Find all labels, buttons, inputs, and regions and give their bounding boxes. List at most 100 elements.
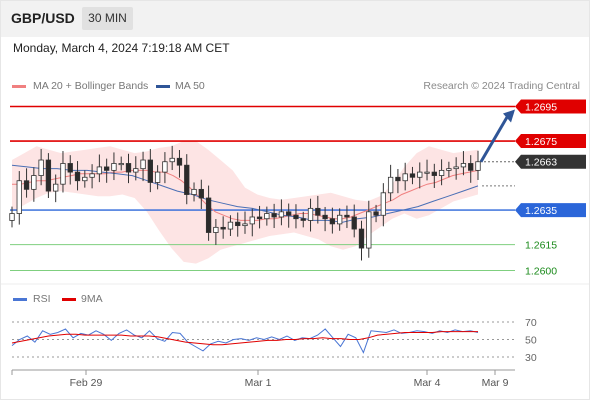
candle-body	[227, 221, 234, 230]
candle-body	[307, 207, 314, 221]
candle-body	[424, 171, 430, 174]
rsi-legend-label: RSI	[33, 293, 51, 305]
candle-body	[380, 192, 387, 216]
rsi-tick-label-70: 70	[525, 317, 537, 329]
candle-body	[329, 218, 336, 225]
candle-body	[264, 213, 270, 220]
candle-body	[176, 157, 183, 166]
candle-body	[184, 164, 190, 195]
candle-body	[409, 173, 416, 178]
x-tick-label: Mar 1	[245, 377, 272, 389]
candle-body	[293, 214, 299, 220]
candle-body	[67, 163, 73, 173]
candle-body	[74, 171, 81, 182]
candle-body	[300, 218, 306, 221]
candle-body	[96, 166, 103, 175]
candle-body	[169, 157, 175, 163]
candle-body	[205, 197, 212, 233]
rsi-legend-swatch	[13, 298, 27, 301]
candle-body	[446, 168, 452, 171]
bollinger-band-area	[12, 141, 478, 264]
level-label-1.2663: 1.2663	[525, 157, 557, 169]
candle-body	[344, 214, 350, 218]
candle-body	[402, 173, 408, 182]
level-tag-1.2695	[515, 99, 586, 114]
rsi-tick-label-50: 50	[525, 335, 537, 347]
candle-body	[438, 169, 445, 176]
candle-body	[417, 171, 423, 178]
rsi-ma9-line	[11, 331, 478, 346]
candle-body	[191, 188, 197, 195]
level-tag-1.2635	[515, 203, 586, 218]
candle-body	[431, 171, 437, 176]
candle-body	[351, 216, 357, 230]
candle-body	[460, 163, 467, 168]
candle-body	[387, 176, 394, 194]
candle-body	[133, 168, 139, 173]
candle-body	[366, 211, 372, 249]
candle-body	[373, 211, 379, 216]
x-tick-label: Mar 4	[414, 377, 441, 389]
candle-body	[60, 163, 66, 185]
x-tick-label: Mar 9	[482, 377, 509, 389]
candle-body	[23, 180, 30, 190]
ma9-legend-swatch	[62, 298, 76, 301]
ma20-legend-swatch	[12, 85, 26, 88]
level-label-1.2600: 1.2600	[525, 266, 557, 278]
candle-body	[286, 211, 292, 216]
candle-body	[103, 166, 110, 171]
candle-body	[89, 173, 95, 178]
candle-body	[213, 226, 219, 233]
candle-body	[16, 180, 22, 214]
level-label-1.2635: 1.2635	[525, 205, 557, 217]
ma20-legend-label: MA 20 + Bollinger Bands	[33, 80, 149, 92]
candle-body	[125, 163, 132, 173]
x-tick-label: Feb 29	[70, 377, 103, 389]
candle-body	[468, 163, 474, 171]
ma9-legend-label: 9MA	[81, 293, 103, 305]
candle-body	[82, 176, 88, 182]
candle-body	[220, 226, 226, 230]
candle-body	[162, 161, 168, 173]
ma50-line	[11, 164, 479, 223]
candle-body	[315, 207, 321, 216]
rsi-tick-label-30: 30	[525, 352, 537, 364]
candle-body	[278, 211, 285, 218]
level-label-1.2615: 1.2615	[525, 240, 557, 252]
header-bar: GBP/USD 30 MIN	[0, 0, 590, 37]
candle-body	[242, 223, 248, 227]
candle-body	[31, 175, 37, 190]
candle-body	[256, 216, 263, 220]
candle-body	[395, 176, 401, 182]
candle-body	[475, 161, 481, 171]
candle-body	[198, 188, 204, 199]
timeframe-button[interactable]: 30 MIN	[82, 7, 133, 30]
level-label-1.2675: 1.2675	[525, 136, 557, 148]
level-tag-1.2675	[515, 134, 586, 149]
timestamp: Monday, March 4, 2024 7:19:18 AM CET	[13, 41, 230, 55]
level-tag-1.2663	[515, 154, 586, 169]
candle-body	[271, 213, 277, 218]
ma50-legend-swatch	[156, 85, 170, 88]
ma50-legend-label: MA 50	[175, 80, 205, 92]
currency-pair: GBP/USD	[11, 10, 75, 26]
candle-body	[9, 213, 15, 221]
forecast-arrow-head	[503, 109, 515, 123]
candle-body	[45, 159, 52, 192]
candle-body	[453, 166, 459, 170]
candle-body	[140, 159, 146, 170]
candle-body	[249, 216, 255, 225]
candle-body	[235, 221, 241, 227]
candle-body	[111, 163, 117, 171]
forecast-arrow-shaft	[479, 114, 510, 163]
candle-body	[322, 214, 328, 220]
candle-body	[147, 159, 154, 183]
candle-body	[38, 159, 44, 176]
candle-body	[53, 183, 59, 192]
candle-body	[336, 214, 343, 225]
credit-text: Research © 2024 Trading Central	[423, 80, 580, 92]
candle-body	[154, 171, 161, 183]
level-label-1.2695: 1.2695	[525, 102, 557, 114]
